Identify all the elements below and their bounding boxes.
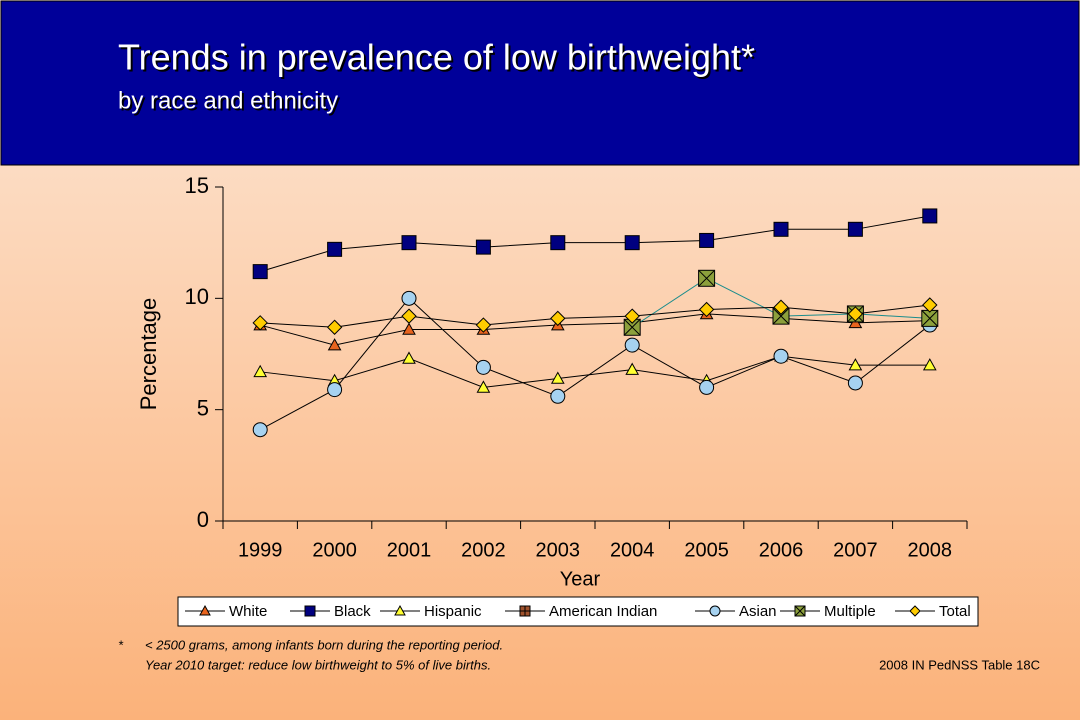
marker	[699, 379, 715, 395]
series-line	[259, 297, 931, 431]
marker-detail	[623, 318, 641, 336]
series-line	[260, 304, 930, 328]
marker	[327, 338, 342, 351]
series-line	[260, 313, 930, 346]
marker	[848, 358, 863, 371]
marker	[624, 235, 640, 251]
footnote: Year 2010 target: reduce low birthweight…	[145, 657, 491, 672]
chart-title: Trends in prevalence of low birthweight*	[118, 37, 755, 78]
marker	[624, 337, 640, 353]
subtitle-shadow: by race and ethnicity	[120, 89, 340, 116]
marker	[847, 375, 863, 391]
chart-subtitle: by race and ethnicity	[118, 87, 338, 114]
marker	[550, 310, 566, 327]
legend-label: American Indian	[549, 603, 657, 620]
marker	[252, 422, 268, 438]
marker	[394, 604, 406, 616]
footnote-marker: *	[118, 637, 124, 652]
y-tick-label: 15	[185, 173, 209, 198]
marker	[253, 364, 268, 378]
marker	[199, 604, 211, 616]
marker	[327, 241, 343, 257]
y-tick-label: 5	[197, 395, 209, 420]
y-tick-label: 0	[197, 507, 209, 532]
marker	[773, 299, 789, 315]
marker	[327, 382, 343, 398]
marker	[909, 605, 921, 617]
marker	[402, 322, 416, 335]
marker	[624, 308, 640, 324]
marker	[252, 315, 268, 331]
legend-label: White	[229, 603, 267, 620]
marker	[698, 301, 715, 318]
legend-label: Asian	[739, 603, 777, 620]
x-tick-label: 2006	[759, 539, 804, 561]
x-tick-label: 2003	[536, 539, 581, 561]
x-tick-label: 2004	[610, 539, 655, 561]
marker-detail	[698, 269, 715, 287]
x-tick-label: 1999	[238, 539, 283, 561]
marker	[304, 605, 316, 617]
x-tick-label: 2005	[684, 539, 729, 561]
marker	[550, 388, 566, 404]
marker-detail	[772, 307, 790, 325]
x-tick-label: 2001	[387, 539, 432, 561]
legend-label: Black	[334, 603, 371, 620]
legend-label: Total	[939, 603, 971, 620]
series-line	[260, 355, 930, 388]
marker	[326, 319, 343, 335]
marker	[475, 317, 492, 333]
marker	[475, 359, 491, 375]
y-tick-label: 10	[185, 284, 209, 309]
marker	[401, 235, 417, 251]
marker	[252, 264, 268, 280]
x-tick-label: 2000	[312, 539, 357, 561]
title-shadow: Trends in prevalence of low birthweight*	[120, 39, 757, 80]
marker	[773, 348, 789, 364]
source: 2008 IN PedNSS Table 18C	[879, 657, 1040, 672]
x-axis-label: Year	[560, 568, 601, 590]
legend-label: Multiple	[824, 603, 876, 620]
marker-detail	[520, 606, 530, 616]
x-tick-label: 2002	[461, 539, 506, 561]
x-tick-label: 2008	[908, 539, 953, 561]
marker	[847, 221, 863, 237]
marker	[401, 290, 417, 306]
marker	[550, 235, 566, 251]
marker	[922, 297, 938, 313]
marker	[699, 232, 715, 248]
header-band	[0, 0, 1080, 166]
footnote: < 2500 grams, among infants born during …	[145, 637, 503, 652]
marker-detail	[794, 605, 806, 617]
marker	[922, 358, 937, 371]
marker	[550, 371, 565, 384]
y-axis-label: Percentage	[136, 298, 161, 411]
marker	[709, 605, 721, 617]
marker	[402, 351, 416, 364]
marker	[401, 308, 417, 324]
x-tick-label: 2007	[833, 539, 878, 561]
marker	[475, 239, 491, 255]
marker	[625, 362, 640, 375]
marker-detail	[921, 310, 939, 327]
marker	[476, 380, 491, 393]
marker	[847, 306, 864, 322]
legend-label: Hispanic	[424, 603, 482, 620]
marker	[922, 208, 938, 224]
marker	[773, 221, 789, 237]
series-line	[260, 215, 930, 273]
